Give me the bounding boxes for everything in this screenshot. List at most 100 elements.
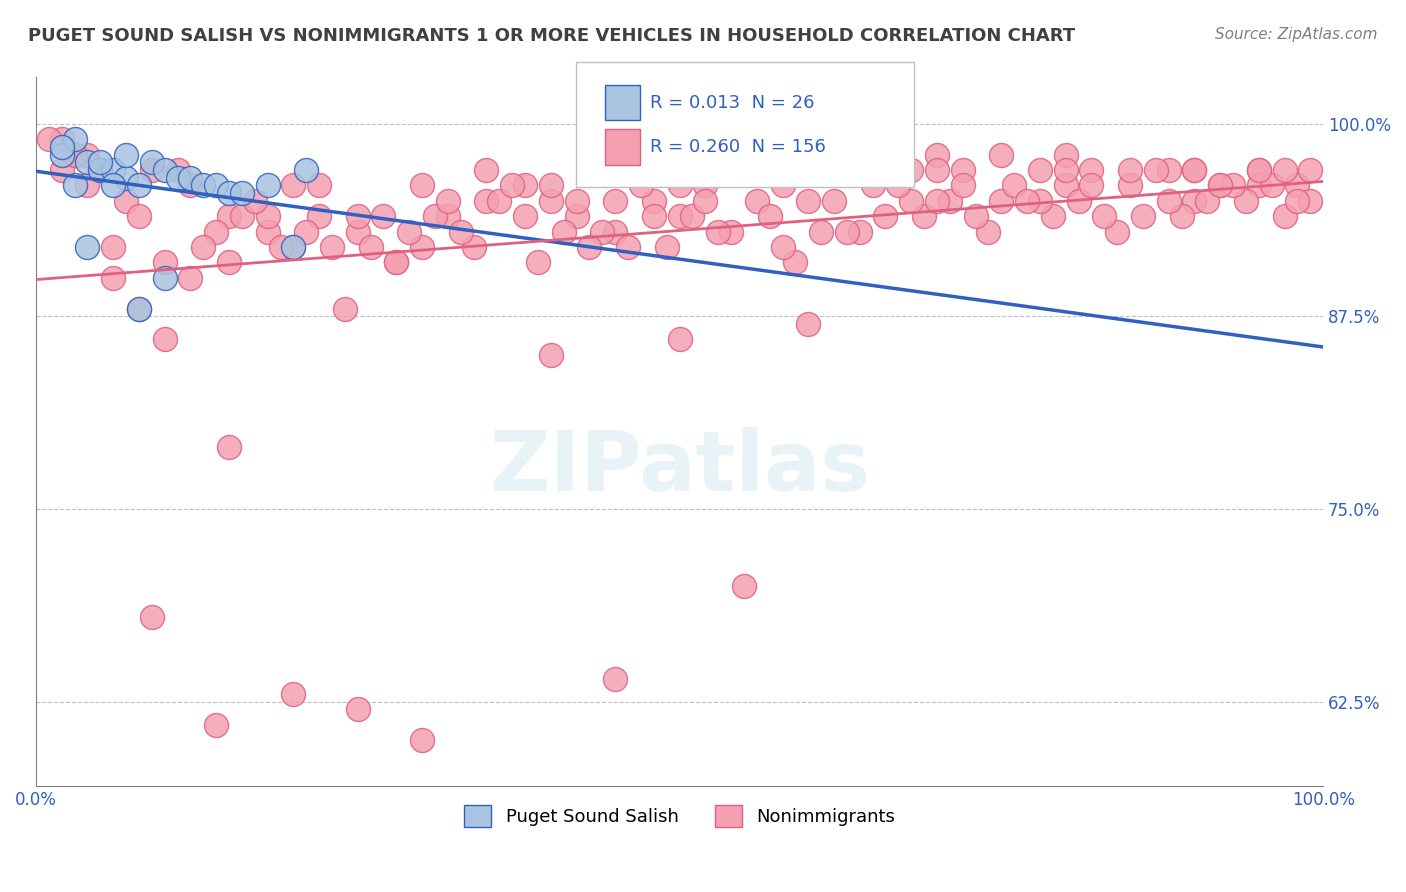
Point <box>153 162 176 177</box>
Point <box>101 240 124 254</box>
Point <box>605 194 627 208</box>
Point <box>1144 162 1167 177</box>
Point <box>1299 194 1322 208</box>
Point <box>668 333 690 347</box>
Point <box>218 209 240 223</box>
Point <box>925 194 948 208</box>
Point <box>733 162 755 177</box>
Point <box>218 255 240 269</box>
Point <box>565 194 588 208</box>
Point <box>205 718 228 732</box>
Point <box>141 610 163 624</box>
Point <box>707 225 730 239</box>
Point <box>501 178 523 193</box>
Point <box>862 178 884 193</box>
Point <box>423 209 446 223</box>
Point <box>797 194 820 208</box>
Point <box>256 178 278 193</box>
Point <box>256 209 278 223</box>
Point <box>76 240 98 254</box>
Point <box>437 194 460 208</box>
Point <box>101 270 124 285</box>
Point <box>1157 162 1180 177</box>
Point <box>578 240 600 254</box>
Point <box>733 579 755 593</box>
Point <box>205 225 228 239</box>
Point <box>1209 178 1232 193</box>
Point <box>128 301 150 316</box>
Point <box>823 194 845 208</box>
Point <box>668 178 690 193</box>
Point <box>89 155 111 169</box>
Point <box>101 178 124 193</box>
Point <box>952 178 974 193</box>
Point <box>1274 162 1296 177</box>
Point <box>463 240 485 254</box>
Point <box>1107 225 1129 239</box>
Point <box>1080 162 1102 177</box>
Text: R = 0.013  N = 26: R = 0.013 N = 26 <box>650 94 814 112</box>
Point <box>231 186 253 200</box>
Point <box>772 240 794 254</box>
Point <box>630 178 652 193</box>
Point <box>912 209 935 223</box>
Point <box>179 178 201 193</box>
Point <box>591 225 613 239</box>
Point <box>733 162 755 177</box>
Point <box>333 301 356 316</box>
Point <box>540 178 562 193</box>
Point <box>1184 162 1206 177</box>
Point <box>63 147 86 161</box>
Legend: Puget Sound Salish, Nonimmigrants: Puget Sound Salish, Nonimmigrants <box>457 797 903 834</box>
Point <box>1092 209 1115 223</box>
Point <box>231 209 253 223</box>
Point <box>398 225 420 239</box>
Point <box>925 147 948 161</box>
Point <box>166 170 188 185</box>
Point <box>1157 194 1180 208</box>
Point <box>295 225 318 239</box>
Point <box>1054 162 1077 177</box>
Point <box>283 178 305 193</box>
Point <box>153 270 176 285</box>
Point <box>218 186 240 200</box>
Point <box>385 255 408 269</box>
Point <box>63 147 86 161</box>
Point <box>745 194 768 208</box>
Point <box>411 240 433 254</box>
Point <box>193 240 215 254</box>
Point <box>243 194 266 208</box>
Point <box>655 240 678 254</box>
Point <box>1002 178 1025 193</box>
Point <box>1132 209 1154 223</box>
Point <box>513 178 536 193</box>
Point <box>153 255 176 269</box>
Point <box>990 194 1012 208</box>
Point <box>1119 178 1142 193</box>
Point <box>1015 194 1038 208</box>
Point <box>848 225 870 239</box>
Point <box>283 240 305 254</box>
Point <box>76 178 98 193</box>
Text: ZIPatlas: ZIPatlas <box>489 427 870 508</box>
Point <box>63 178 86 193</box>
Point <box>540 194 562 208</box>
Point <box>283 687 305 701</box>
Point <box>89 162 111 177</box>
Point <box>51 132 73 146</box>
Point <box>900 162 922 177</box>
Point <box>1209 178 1232 193</box>
Point <box>810 225 832 239</box>
Point <box>797 162 820 177</box>
Point <box>450 225 472 239</box>
Point <box>373 209 395 223</box>
Point <box>643 209 665 223</box>
Point <box>115 170 138 185</box>
Point <box>952 162 974 177</box>
Point <box>411 178 433 193</box>
Point <box>308 209 330 223</box>
Point <box>1222 178 1244 193</box>
Point <box>965 209 987 223</box>
Point <box>553 225 575 239</box>
Point <box>1054 178 1077 193</box>
